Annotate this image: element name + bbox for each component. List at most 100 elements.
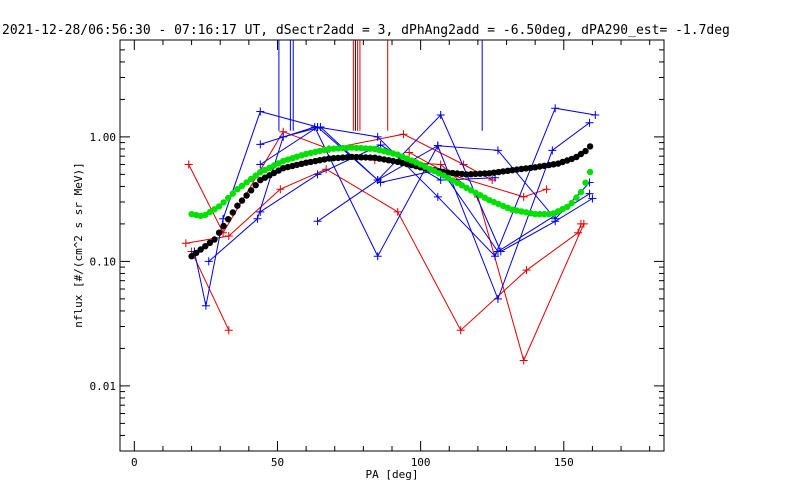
- fit-dot: [573, 153, 580, 161]
- data-point: [224, 231, 233, 240]
- series-line: [208, 114, 593, 262]
- fit-dot: [330, 145, 337, 152]
- data-point: [548, 146, 557, 155]
- fit-dot: [444, 169, 452, 176]
- fit-dot: [188, 253, 195, 260]
- vertical-markers: [278, 40, 483, 131]
- series-layer: [181, 104, 600, 365]
- data-point: [522, 266, 531, 275]
- fit-curves-layer: [188, 143, 594, 260]
- fit-dot: [252, 182, 259, 189]
- fit-curve: [188, 144, 594, 220]
- fit-dot: [353, 153, 360, 161]
- fit-dot: [243, 192, 250, 199]
- x-tick-label: 150: [554, 456, 574, 469]
- fit-dot: [330, 155, 337, 162]
- data-point: [181, 239, 190, 248]
- fit-dot: [335, 154, 342, 162]
- data-point: [491, 252, 500, 261]
- fit-dot: [234, 202, 241, 209]
- fit-dot: [449, 169, 456, 177]
- fit-dot: [229, 190, 236, 197]
- fit-dot: [225, 216, 232, 223]
- data-series: [405, 148, 551, 201]
- series-line: [260, 126, 590, 253]
- data-point: [313, 170, 322, 179]
- data-series: [181, 165, 585, 335]
- fit-dot: [247, 187, 255, 194]
- fit-dot: [357, 154, 365, 161]
- data-point: [436, 176, 445, 185]
- data-point: [551, 104, 560, 113]
- series-line: [191, 251, 230, 331]
- data-point: [585, 118, 594, 127]
- data-point: [376, 178, 385, 187]
- data-point: [256, 207, 265, 216]
- data-point: [456, 326, 465, 335]
- fit-dot: [454, 170, 461, 177]
- data-point: [399, 130, 408, 139]
- fit-dot: [238, 182, 246, 189]
- data-point: [201, 301, 210, 310]
- fit-dot: [211, 206, 218, 213]
- fit-dot: [463, 171, 470, 178]
- fit-dot: [532, 210, 539, 218]
- data-point: [256, 140, 265, 149]
- data-point: [585, 189, 594, 198]
- data-point: [184, 160, 193, 169]
- data-point: [276, 185, 285, 194]
- data-point: [574, 228, 583, 237]
- fit-dot: [197, 246, 204, 253]
- data-point: [493, 146, 502, 155]
- fit-dot: [582, 147, 589, 155]
- y-axis: 0.01 0.10 1.00: [90, 49, 664, 436]
- fit-dot: [325, 145, 333, 153]
- data-series: [370, 156, 588, 365]
- fit-dot: [325, 155, 333, 162]
- series-line: [374, 159, 585, 362]
- fit-dot: [586, 143, 594, 150]
- fit-dot: [367, 154, 374, 161]
- fit-dot: [472, 170, 479, 178]
- fit-dot: [348, 153, 356, 161]
- data-series: [190, 104, 600, 310]
- data-point: [588, 194, 597, 203]
- fit-dot: [215, 203, 223, 210]
- fit-dot: [568, 199, 575, 207]
- fit-dot: [339, 144, 346, 152]
- data-point: [433, 192, 442, 201]
- data-point: [313, 123, 322, 132]
- data-point: [493, 294, 502, 303]
- fit-dot: [215, 229, 223, 236]
- data-point: [204, 257, 213, 266]
- fit-dot: [586, 168, 594, 176]
- series-line: [193, 107, 596, 306]
- series-line: [408, 151, 547, 198]
- fit-dot: [229, 209, 236, 216]
- fit-dot: [202, 211, 209, 219]
- data-point: [313, 217, 322, 226]
- fit-dot: [541, 210, 548, 218]
- data-point: [405, 148, 414, 157]
- x-tick-label: 50: [271, 456, 284, 469]
- fit-dot: [220, 199, 227, 206]
- data-point: [493, 247, 502, 256]
- fit-dot: [202, 243, 209, 250]
- data-point: [256, 160, 265, 169]
- fit-curve: [188, 143, 594, 260]
- fit-dot: [238, 197, 246, 204]
- data-point: [591, 110, 600, 119]
- y-tick-label: 0.10: [90, 255, 117, 268]
- fit-dot: [536, 210, 543, 218]
- x-tick-label: 100: [411, 456, 431, 469]
- y-tick-label: 1.00: [90, 131, 117, 144]
- plot-frame: [119, 39, 665, 452]
- fit-dot: [362, 154, 369, 161]
- fit-dot: [243, 179, 250, 186]
- series-line: [260, 122, 590, 301]
- fit-dot: [367, 145, 374, 152]
- data-point: [253, 214, 262, 223]
- x-tick-label: 0: [131, 456, 138, 469]
- fit-dot: [353, 144, 360, 152]
